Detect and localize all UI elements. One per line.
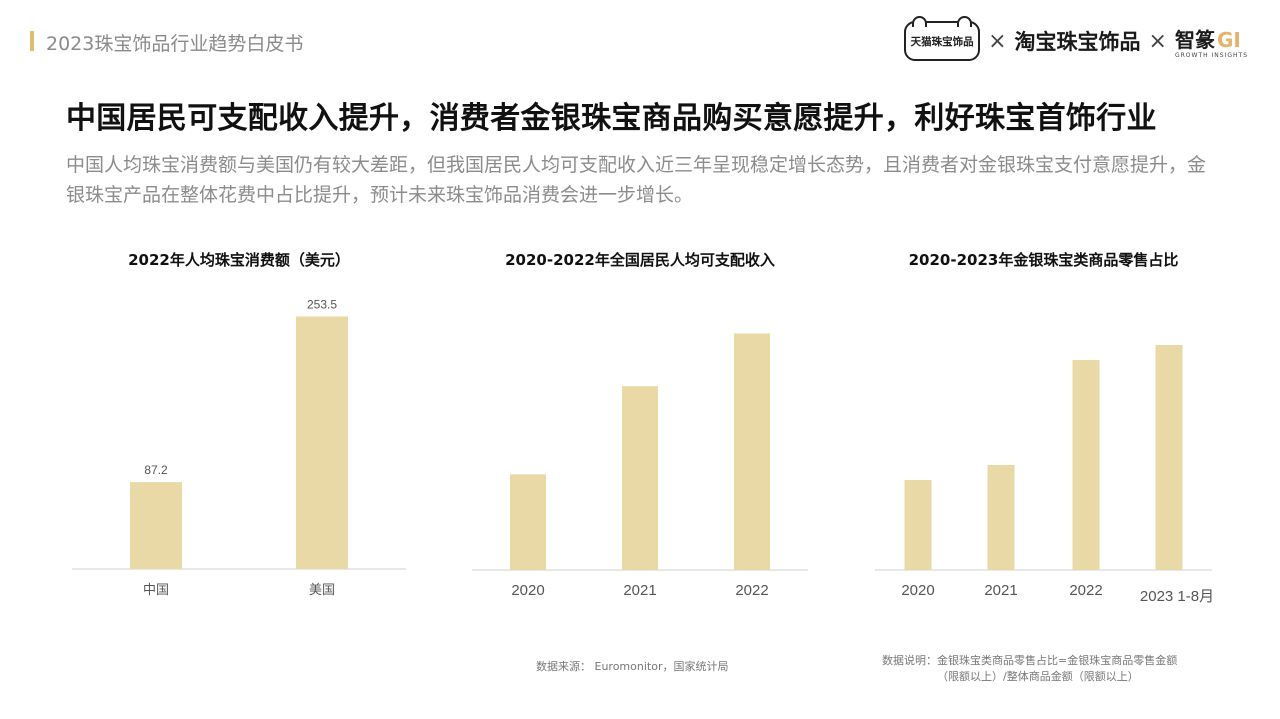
chart-title: 2020-2023年金银珠宝类商品零售占比 xyxy=(908,251,1179,269)
x-tick-label: 2023 1-8月 xyxy=(1140,588,1214,605)
gi-logo-cn: 智篆 xyxy=(1174,27,1215,52)
title-accent-bar xyxy=(30,31,34,51)
gi-logo-subtitle: GROWTH INSIGHTS xyxy=(1174,51,1248,59)
bar xyxy=(734,333,770,570)
page-headline: 中国居民可支配收入提升，消费者金银珠宝商品购买意愿提升，利好珠宝首饰行业 xyxy=(66,101,1157,136)
tmall-logo-text: 天猫珠宝饰品 xyxy=(910,35,974,48)
bar xyxy=(1072,360,1100,570)
times-separator: × xyxy=(1148,28,1167,54)
chart-per-capita-jewelry-spend: 87.2 中国 253.5 美国 xyxy=(72,297,406,597)
bar xyxy=(622,386,658,570)
document-title: 2023珠宝饰品行业趋势白皮书 xyxy=(46,33,304,55)
bar xyxy=(510,474,546,570)
x-tick-label: 2021 xyxy=(623,582,656,599)
source-note: 数据来源： Euromonitor，国家统计局 xyxy=(536,660,729,673)
bar xyxy=(130,482,182,569)
page-subtext: 中国人均珠宝消费额与美国仍有较大差距，但我国居民人均可支配收入近三年呈现稳定增长… xyxy=(66,154,1207,206)
data-description-line: 数据说明：金银珠宝类商品零售占比=金银珠宝商品零售金额 xyxy=(882,654,1178,667)
x-tick-label: 美国 xyxy=(309,582,335,597)
chart-title: 2020-2022年全国居民人均可支配收入 xyxy=(505,251,775,269)
x-tick-label: 2022 xyxy=(735,582,768,599)
data-label: 87.2 xyxy=(144,463,168,477)
partner-logos: 天猫珠宝饰品 × 淘宝珠宝饰品 × 智篆 GI GROWTH INSIGHTS xyxy=(904,16,1248,64)
tmall-logo-ear xyxy=(912,16,928,27)
data-label: 253.5 xyxy=(307,297,337,311)
data-description-line: （限额以上）/整体商品金额（限额以上） xyxy=(937,670,1139,683)
bar xyxy=(1155,345,1183,570)
taobao-logo-text: 淘宝珠宝饰品 xyxy=(1014,30,1141,54)
chart-disposable-income: 2020 2021 2022 xyxy=(472,333,808,599)
data-description-note: 数据说明：金银珠宝类商品零售占比=金银珠宝商品零售金额 （限额以上）/整体商品金… xyxy=(882,652,1177,684)
bar xyxy=(296,316,348,569)
x-tick-label: 2020 xyxy=(511,582,544,599)
x-tick-label: 2020 xyxy=(901,582,934,599)
bar xyxy=(904,480,932,570)
chart-jewelry-retail-share: 2020 2021 2022 2023 1-8月 xyxy=(875,345,1214,605)
x-tick-label: 中国 xyxy=(143,582,169,597)
tmall-logo-ear xyxy=(957,16,973,27)
tmall-logo: 天猫珠宝饰品 xyxy=(904,16,981,61)
x-tick-label: 2022 xyxy=(1069,582,1102,599)
gi-logo-mark: GI xyxy=(1216,27,1241,52)
times-separator: × xyxy=(988,28,1007,54)
x-tick-label: 2021 xyxy=(984,582,1017,599)
chart-title: 2022年人均珠宝消费额（美元） xyxy=(128,251,350,269)
growth-insights-logo: 智篆 GI GROWTH INSIGHTS xyxy=(1175,24,1248,59)
bar xyxy=(987,465,1015,570)
